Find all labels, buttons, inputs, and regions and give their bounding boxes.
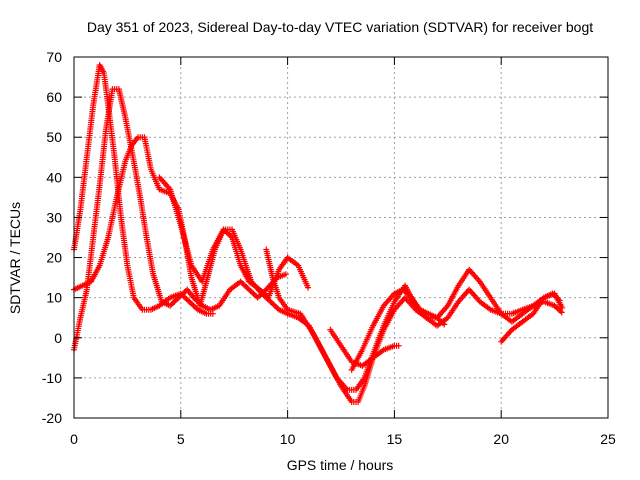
series-arc-g <box>348 286 448 373</box>
x-tick-label: 15 <box>387 431 403 447</box>
y-tick-label: 70 <box>46 49 62 65</box>
x-tick-label: 5 <box>177 431 185 447</box>
y-tick-label: 40 <box>46 169 62 185</box>
data-point <box>305 284 312 291</box>
data-point <box>395 342 402 349</box>
x-tick-label: 20 <box>493 431 509 447</box>
y-tick-label: 0 <box>54 330 62 346</box>
series-arc-b <box>71 86 289 353</box>
y-tick-label: 50 <box>46 129 62 145</box>
y-tick-label: 20 <box>46 250 62 266</box>
data-point <box>282 271 289 278</box>
y-tick-label: 60 <box>46 89 62 105</box>
x-tick-label: 10 <box>280 431 296 447</box>
plot-frame <box>73 56 609 419</box>
y-axis-ticks: -20 -10 0 10 20 30 40 50 60 70 <box>42 49 608 426</box>
series-arc-a <box>71 62 216 317</box>
data-point <box>558 309 565 316</box>
x-axis-label: GPS time / hours <box>287 457 394 473</box>
chart-title: Day 351 of 2023, Sidereal Day-to-day VTE… <box>87 19 593 35</box>
y-axis-label: SDTVAR / TECUs <box>7 202 23 314</box>
series-arc-h <box>498 290 563 345</box>
series-arc-e <box>263 246 565 393</box>
y-tick-label: 10 <box>46 290 62 306</box>
y-tick-label: 30 <box>46 209 62 225</box>
data-point <box>441 321 448 328</box>
x-tick-label: 0 <box>70 431 78 447</box>
data-point <box>556 297 563 304</box>
x-axis-ticks: 0 5 10 15 20 25 <box>70 57 616 447</box>
y-tick-label: -10 <box>42 370 62 386</box>
y-tick-label: -20 <box>42 410 62 426</box>
data-series <box>71 62 566 405</box>
series-arc-d <box>156 174 566 405</box>
grid-lines <box>74 57 608 418</box>
x-tick-label: 25 <box>600 431 616 447</box>
